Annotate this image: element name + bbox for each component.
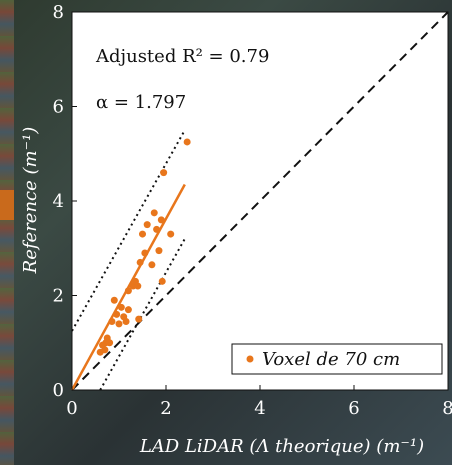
- data-point: [155, 247, 163, 255]
- fit-line: [70, 183, 186, 391]
- y-tick-label: 8: [53, 2, 64, 23]
- background-strip: [0, 0, 14, 465]
- x-tick-label: 2: [160, 398, 171, 419]
- legend-label: Voxel de 70 cm: [262, 349, 400, 370]
- data-point: [124, 306, 132, 314]
- data-point: [150, 209, 158, 217]
- data-point: [101, 346, 109, 354]
- data-point: [136, 258, 144, 266]
- x-axis-label: LAD LiDAR (Λ theorique) (m⁻¹): [139, 436, 424, 457]
- data-point: [113, 310, 121, 318]
- data-point: [134, 282, 142, 290]
- data-point: [139, 230, 146, 238]
- x-tick-label: 8: [442, 398, 452, 419]
- confidence-bound-1: [99, 238, 186, 391]
- data-point: [143, 221, 151, 229]
- y-tick-label: 0: [53, 380, 64, 401]
- x-tick-label: 6: [348, 398, 359, 419]
- data-point: [122, 317, 130, 325]
- y-tick-label: 4: [53, 191, 64, 212]
- data-point: [158, 277, 166, 285]
- alpha-annotation: α = 1.797: [96, 92, 186, 113]
- legend-box: [231, 343, 443, 375]
- data-point: [124, 287, 132, 295]
- x-tick-label: 4: [254, 398, 265, 419]
- tick-layer: 0 2 4 6 8 0 2 4 6 8: [53, 2, 452, 419]
- data-point: [135, 315, 143, 323]
- data-point: [148, 261, 156, 269]
- data-point: [183, 138, 191, 146]
- legend: Voxel de 70 cm: [231, 343, 443, 375]
- data-point: [157, 216, 165, 224]
- data-point: [153, 225, 161, 233]
- data-point: [117, 303, 125, 311]
- plot-layer: [70, 11, 449, 391]
- data-point: [141, 249, 149, 257]
- x-tick-label: 0: [66, 398, 77, 419]
- data-point: [160, 169, 168, 177]
- data-point: [167, 230, 175, 238]
- data-point: [110, 296, 118, 304]
- data-point: [115, 320, 123, 328]
- background-accent: [0, 190, 14, 220]
- y-tick-label: 2: [53, 286, 64, 307]
- y-axis-label: Reference (m⁻¹): [20, 127, 41, 275]
- y-tick-label: 6: [53, 97, 64, 118]
- data-point: [106, 339, 114, 347]
- r2-annotation: Adjusted R² = 0.79: [95, 46, 269, 67]
- legend-marker: [246, 355, 254, 363]
- data-point: [108, 317, 116, 325]
